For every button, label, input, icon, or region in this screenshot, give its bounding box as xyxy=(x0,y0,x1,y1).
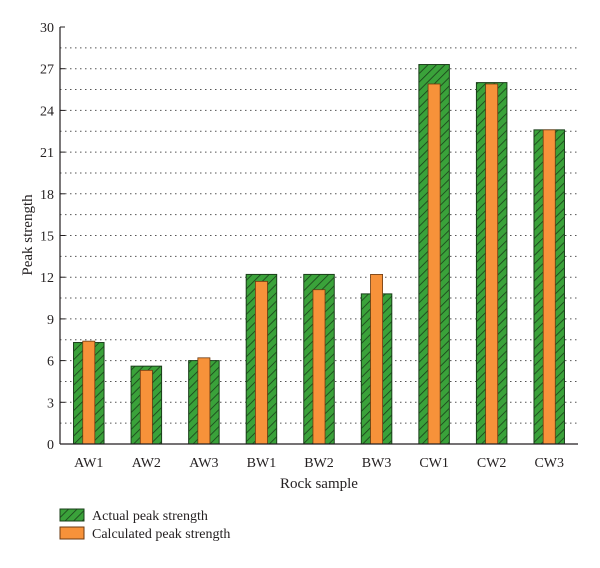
bar-calculated-aw1 xyxy=(82,340,96,445)
legend-label: Actual peak strength xyxy=(92,509,208,524)
y-tick-label: 3 xyxy=(47,396,54,411)
x-tick-label: AW1 xyxy=(74,456,103,471)
legend-swatch xyxy=(59,526,85,540)
legend-label: Calculated peak strength xyxy=(92,527,230,542)
y-tick-label: 12 xyxy=(40,271,54,286)
y-axis-title: Peak strength xyxy=(20,194,36,276)
bars xyxy=(73,64,565,445)
bar-calculated-aw2 xyxy=(139,369,153,445)
x-tick-label: AW3 xyxy=(189,456,218,471)
bar-calculated-bw1 xyxy=(255,280,268,445)
y-tick-label: 6 xyxy=(47,355,54,370)
x-tick-label: BW2 xyxy=(304,456,334,471)
y-tick-label: 24 xyxy=(40,104,54,119)
x-tick-labels: AW1 AW2 AW3 BW1 BW2 BW3 CW1 CW2 CW3 xyxy=(74,456,564,471)
legend-swatch xyxy=(59,508,85,522)
grid-lines xyxy=(60,47,578,424)
x-tick-label: CW1 xyxy=(419,456,449,471)
x-axis-title: Rock sample xyxy=(280,476,358,492)
bar-calculated-cw1 xyxy=(427,83,441,445)
bar-calculated-bw2 xyxy=(312,289,326,445)
y-tick-label: 27 xyxy=(40,63,54,78)
x-tick-label: BW3 xyxy=(362,456,392,471)
bar-calculated-cw2 xyxy=(485,83,499,445)
y-tick-label: 18 xyxy=(40,188,54,203)
x-tick-label: CW3 xyxy=(534,456,564,471)
y-tick-label: 0 xyxy=(47,438,54,453)
x-tick-label: BW1 xyxy=(247,456,277,471)
bar-calculated-aw3 xyxy=(197,357,211,445)
legend: Actual peak strength Calculated peak stre… xyxy=(59,508,230,542)
x-tick-label: AW2 xyxy=(132,456,161,471)
y-tick-label: 30 xyxy=(40,21,54,36)
bar-calculated-bw3 xyxy=(370,274,383,445)
y-tick-label: 15 xyxy=(40,230,54,245)
x-tick-label: CW2 xyxy=(477,456,507,471)
y-tick-labels: 0 3 6 9 12 15 18 21 24 27 30 xyxy=(40,21,65,453)
bar-calculated-cw3 xyxy=(542,129,556,445)
y-tick-label: 9 xyxy=(47,313,54,328)
y-tick-label: 21 xyxy=(40,146,54,161)
